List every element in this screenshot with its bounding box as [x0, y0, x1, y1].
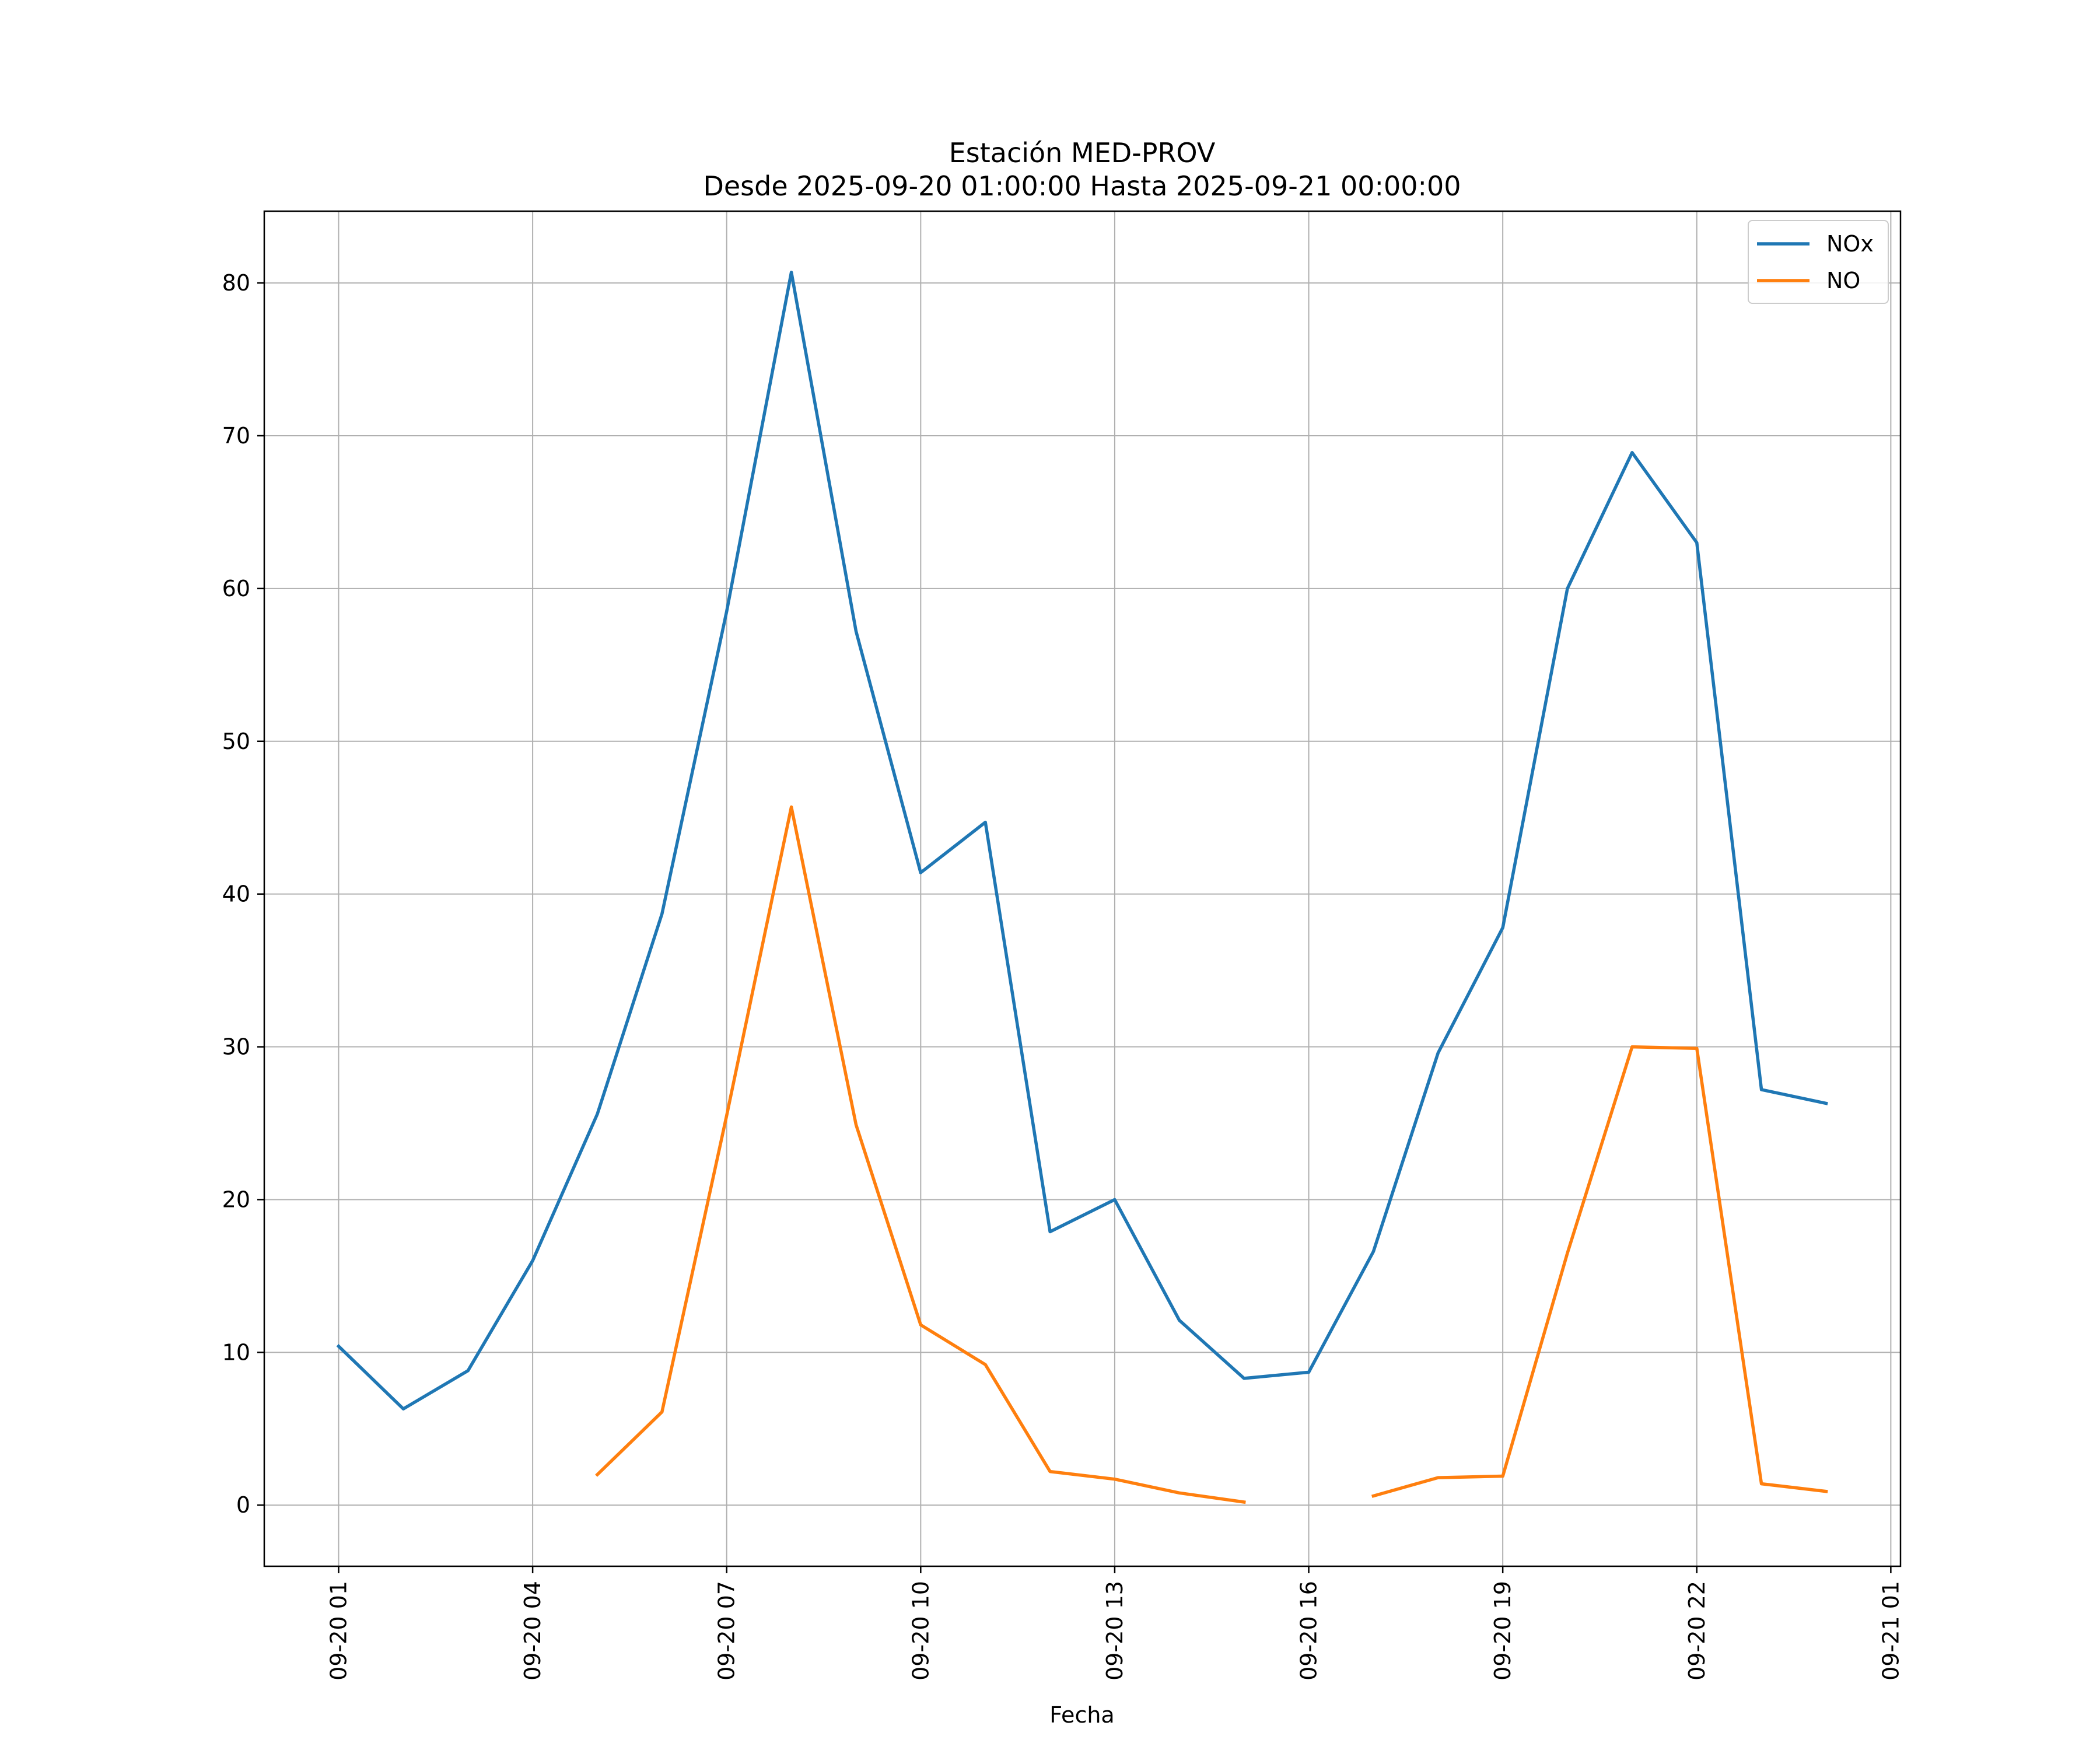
x-tick-label: 09-20 13: [1102, 1581, 1128, 1681]
series-line-no: [1371, 1045, 1828, 1498]
x-tick-label: 09-20 10: [908, 1581, 933, 1681]
x-tick-label: 09-20 16: [1296, 1581, 1322, 1681]
chart-subtitle: Desde 2025-09-20 01:00:00 Hasta 2025-09-…: [703, 170, 1461, 202]
y-axis: 0 10 20 30 40 50 60 70 80: [222, 270, 264, 1518]
x-tick-label: 09-21 01: [1878, 1581, 1903, 1681]
series-line-no: [595, 805, 1246, 1504]
y-tick-label: 50: [222, 729, 250, 754]
x-tick-label: 09-20 22: [1684, 1581, 1710, 1681]
y-tick-label: 10: [222, 1339, 250, 1365]
y-tick-label: 20: [222, 1186, 250, 1212]
y-tick-label: 40: [222, 881, 250, 907]
x-axis-label: Fecha: [1049, 1702, 1114, 1728]
plot-frame: [263, 210, 1902, 1567]
series-line-nox: [336, 271, 1828, 1410]
y-tick-label: 30: [222, 1034, 250, 1060]
x-tick-label: 09-20 04: [520, 1581, 545, 1681]
chart-title: Estación MED-PROV: [949, 137, 1216, 169]
x-tick-label: 09-20 19: [1490, 1581, 1516, 1681]
legend-nox-label: NOx: [1826, 231, 1874, 257]
y-tick-label: 0: [236, 1492, 250, 1518]
grid: [264, 211, 1901, 1566]
x-tick-label: 09-20 07: [714, 1581, 740, 1681]
x-axis: 09-20 01 09-20 04 09-20 07 09-20 10 09-20 13…: [326, 1566, 1903, 1681]
series-lines: [336, 271, 1828, 1504]
legend: NOx NO: [1748, 220, 1889, 304]
y-tick-label: 70: [222, 423, 250, 449]
legend-frame: [1748, 220, 1889, 304]
y-tick-label: 80: [222, 270, 250, 296]
x-tick-label: 09-20 01: [326, 1581, 352, 1681]
legend-no-label: NO: [1826, 268, 1860, 293]
y-tick-label: 60: [222, 576, 250, 601]
